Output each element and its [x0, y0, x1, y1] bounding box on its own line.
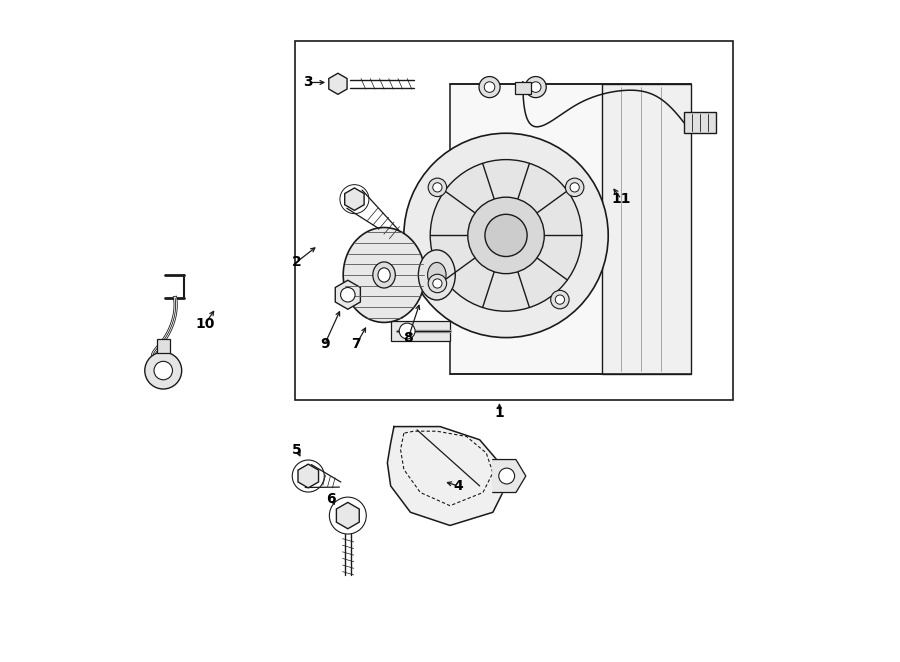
Circle shape	[570, 183, 580, 192]
Text: 7: 7	[352, 337, 361, 351]
Text: 2: 2	[292, 255, 302, 269]
Text: 6: 6	[327, 492, 337, 506]
Bar	[295, 41, 734, 401]
Text: 10: 10	[195, 317, 214, 332]
Text: 4: 4	[453, 479, 463, 493]
Text: 9: 9	[320, 337, 329, 351]
Circle shape	[433, 183, 442, 192]
Circle shape	[484, 82, 495, 93]
Circle shape	[400, 323, 415, 339]
Text: 5: 5	[292, 443, 302, 457]
Polygon shape	[345, 188, 364, 211]
Circle shape	[430, 160, 581, 311]
Text: 8: 8	[403, 330, 413, 345]
Polygon shape	[298, 464, 319, 488]
Circle shape	[551, 291, 569, 309]
Ellipse shape	[373, 262, 395, 288]
Bar	[515, 82, 531, 94]
Ellipse shape	[418, 250, 455, 300]
Text: 3: 3	[303, 75, 313, 89]
Circle shape	[499, 468, 515, 484]
Circle shape	[530, 82, 541, 93]
Polygon shape	[336, 280, 360, 309]
Circle shape	[468, 197, 544, 273]
Circle shape	[154, 361, 173, 380]
Circle shape	[340, 287, 356, 302]
Circle shape	[433, 279, 442, 288]
Circle shape	[428, 274, 446, 293]
Circle shape	[485, 214, 527, 256]
Circle shape	[428, 178, 446, 197]
Polygon shape	[450, 84, 690, 374]
Polygon shape	[601, 84, 690, 374]
Text: 1: 1	[495, 406, 504, 420]
Circle shape	[565, 178, 584, 197]
Circle shape	[479, 77, 500, 97]
Ellipse shape	[343, 228, 425, 322]
Circle shape	[555, 295, 564, 305]
Ellipse shape	[428, 262, 446, 287]
Circle shape	[145, 352, 182, 389]
Polygon shape	[493, 459, 526, 493]
Text: 11: 11	[612, 192, 631, 206]
Polygon shape	[328, 73, 347, 95]
Polygon shape	[387, 426, 506, 526]
Circle shape	[526, 77, 546, 97]
Polygon shape	[337, 502, 359, 529]
Bar	[391, 321, 450, 341]
Bar	[684, 112, 716, 133]
Bar	[157, 339, 170, 354]
Ellipse shape	[378, 268, 391, 282]
Circle shape	[404, 133, 608, 338]
